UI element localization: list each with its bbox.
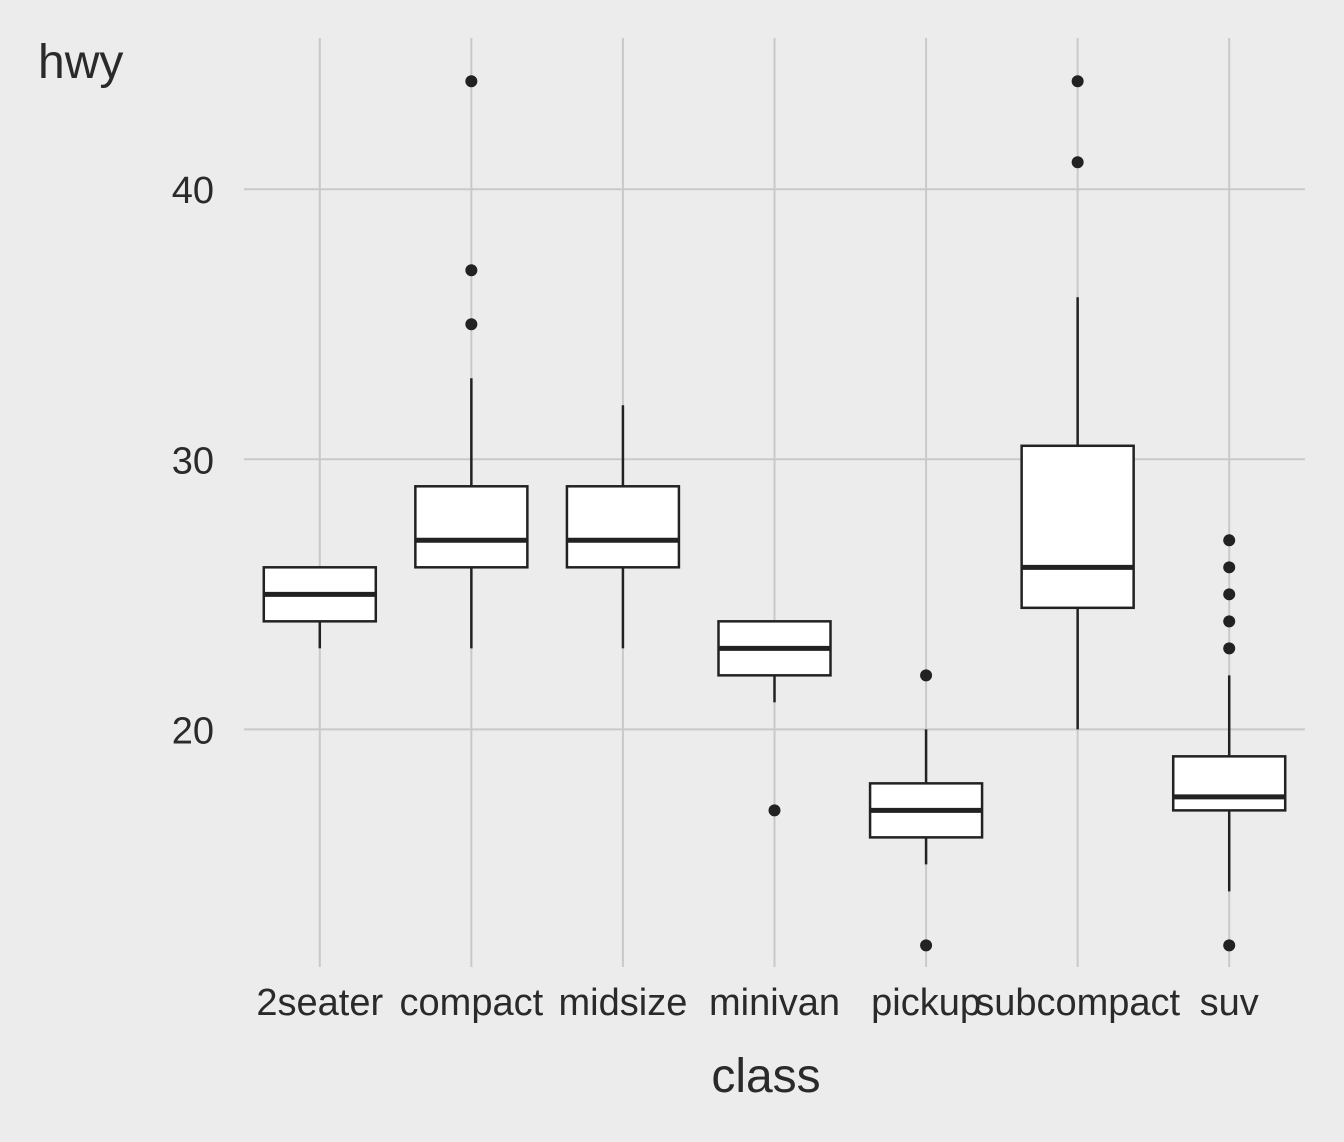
x-axis-title: class — [711, 1050, 820, 1103]
y-tick-label: 40 — [172, 170, 214, 212]
outlier-point — [920, 669, 933, 682]
iqr-box — [414, 485, 529, 569]
box-subcompact — [1020, 75, 1135, 730]
outlier-point — [1071, 156, 1084, 169]
boxes — [262, 75, 1287, 952]
x-tick-label: subcompact — [975, 982, 1180, 1024]
box-pickup — [868, 669, 984, 952]
outlier-point — [1223, 561, 1236, 574]
outlier-point — [1071, 75, 1084, 88]
iqr-box — [1020, 444, 1135, 610]
x-tick-labels: 2seater compact midsize minivan pickupsubcom… — [256, 982, 1258, 1024]
box-suv — [1171, 534, 1287, 952]
x-tick-label: 2seater — [256, 982, 383, 1024]
box-2seater — [262, 566, 378, 649]
y-axis-title: hwy — [38, 36, 123, 89]
box-minivan — [717, 620, 832, 817]
outlier-point — [1223, 615, 1236, 628]
box-compact — [414, 75, 529, 649]
y-tick-label: 20 — [172, 710, 214, 752]
outlier-point — [768, 804, 781, 817]
outlier-point — [1223, 588, 1236, 601]
outlier-point — [1223, 534, 1236, 547]
outlier-point — [465, 75, 478, 88]
x-tick-label: midsize — [559, 982, 688, 1024]
outlier-point — [1223, 939, 1236, 952]
y-tick-labels: 20 30 40 — [172, 170, 214, 752]
x-tick-label: compact — [400, 982, 544, 1024]
x-tick-label: pickup — [871, 982, 981, 1024]
x-tick-label: suv — [1200, 982, 1259, 1024]
outlier-point — [920, 939, 933, 952]
outlier-point — [465, 318, 478, 331]
x-tick-label: minivan — [709, 982, 840, 1024]
box-midsize — [565, 405, 681, 649]
outlier-point — [1223, 642, 1236, 655]
y-tick-label: 30 — [172, 440, 214, 482]
iqr-box — [565, 485, 681, 569]
outlier-point — [465, 264, 478, 277]
iqr-box — [1171, 755, 1287, 812]
